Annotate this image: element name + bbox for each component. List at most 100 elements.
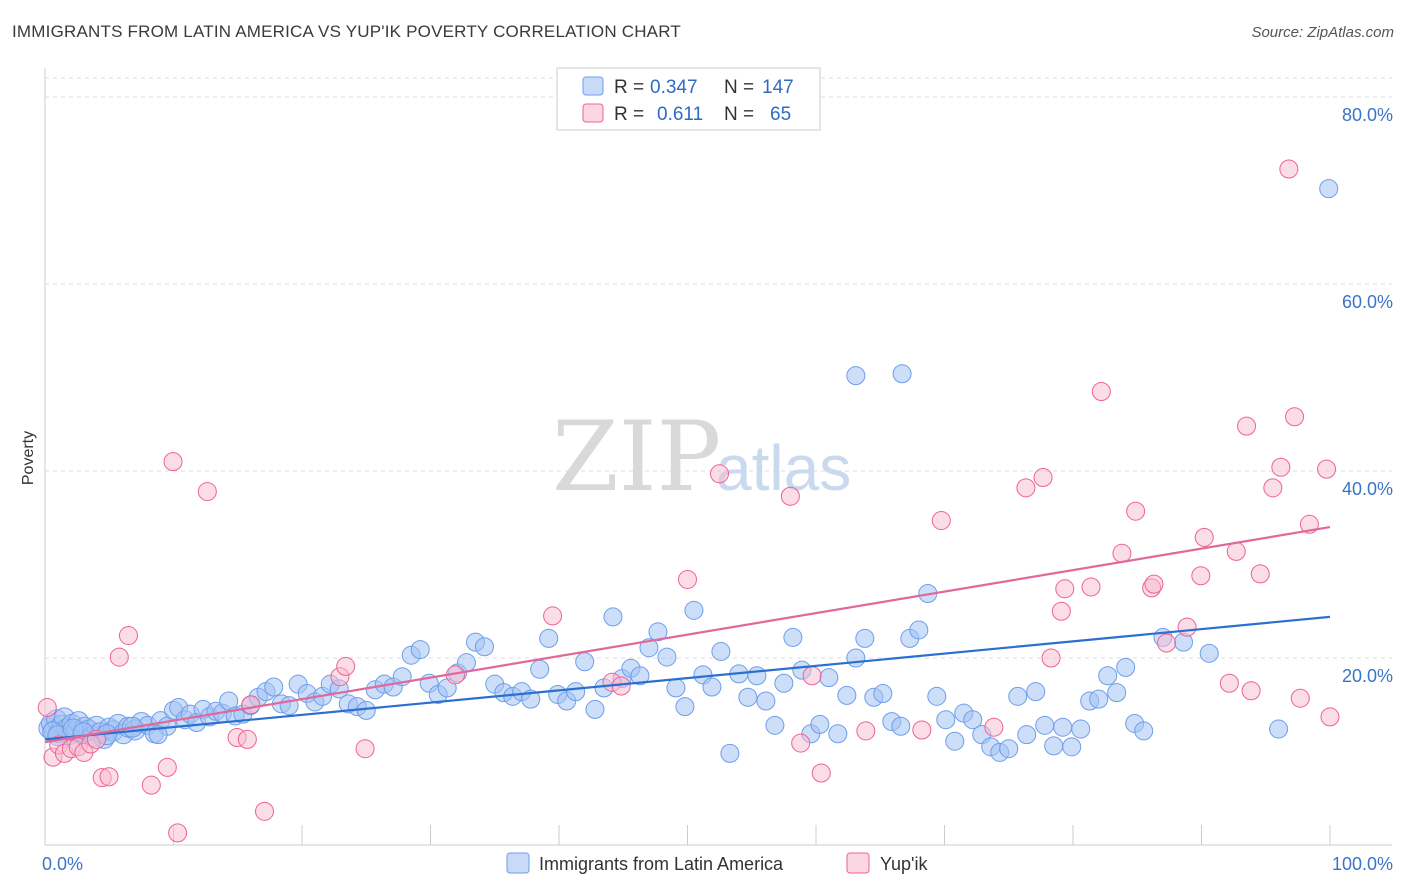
- point-immigrants-149: [1319, 179, 1339, 199]
- point-immigrants-102: [774, 673, 794, 693]
- point-yupik-59: [1263, 478, 1283, 498]
- y-tick-label-0: 20.0%: [1342, 666, 1393, 686]
- point-immigrants-100: [756, 691, 776, 711]
- trend-line-yupik: [44, 526, 1331, 744]
- point-immigrants-135: [1071, 719, 1091, 739]
- point-immigrants-94: [702, 677, 722, 697]
- grid-lines: [45, 77, 1392, 659]
- legend-r-label-yupik: R =: [614, 104, 644, 125]
- point-immigrants-92: [684, 600, 704, 620]
- point-immigrants-74: [521, 689, 541, 709]
- point-immigrants-111: [855, 628, 875, 648]
- point-immigrants-120: [936, 710, 956, 730]
- point-yupik-66: [1320, 707, 1340, 727]
- point-yupik-32: [791, 733, 811, 753]
- legend-r-value-yupik: 0.611: [657, 104, 703, 125]
- point-yupik-16: [168, 823, 188, 843]
- legend-r-label-immigrants: R =: [614, 77, 644, 98]
- y-axis-label: Poverty: [20, 431, 37, 485]
- point-immigrants-127: [999, 739, 1019, 759]
- point-immigrants-62: [410, 640, 430, 660]
- point-immigrants-140: [1116, 657, 1136, 677]
- point-yupik-34: [811, 763, 831, 783]
- bottom-legend-swatch-yupik: [846, 852, 870, 874]
- point-yupik-37: [931, 511, 951, 531]
- point-yupik-17: [197, 482, 217, 502]
- point-immigrants-132: [1044, 736, 1064, 756]
- point-immigrants-99: [747, 666, 767, 686]
- point-immigrants-142: [1134, 721, 1154, 741]
- point-yupik-54: [1219, 673, 1239, 693]
- point-yupik-56: [1237, 416, 1257, 436]
- point-immigrants-90: [666, 678, 686, 698]
- point-yupik-15: [163, 452, 183, 472]
- point-immigrants-69: [474, 637, 494, 657]
- point-immigrants-75: [530, 659, 550, 679]
- point-yupik-63: [1290, 688, 1310, 708]
- legend-n-value-immigrants: 147: [762, 77, 794, 98]
- bottom-legend: Immigrants from Latin America Yup'ik: [506, 852, 928, 874]
- point-immigrants-137: [1089, 689, 1109, 709]
- point-yupik-13: [141, 775, 161, 795]
- legend-n-label-immigrants: N =: [724, 77, 754, 98]
- point-yupik-40: [1033, 468, 1053, 488]
- point-immigrants-113: [873, 684, 893, 704]
- point-immigrants-96: [720, 743, 740, 763]
- point-yupik-23: [336, 656, 356, 676]
- point-yupik-38: [984, 717, 1004, 737]
- point-yupik-12: [118, 626, 138, 646]
- point-yupik-62: [1285, 407, 1305, 427]
- point-immigrants-129: [1017, 725, 1037, 745]
- point-immigrants-139: [1107, 683, 1127, 703]
- point-immigrants-79: [566, 682, 586, 702]
- point-immigrants-131: [1035, 715, 1055, 735]
- legend-n-value-yupik: 65: [770, 104, 791, 125]
- point-immigrants-91: [675, 697, 695, 717]
- series-yupik-points: [37, 159, 1340, 843]
- point-yupik-44: [1081, 577, 1101, 597]
- point-immigrants-110: [846, 648, 866, 668]
- trend-lines: [44, 526, 1331, 744]
- point-immigrants-89: [657, 647, 677, 667]
- x-tick-label-0: 0.0%: [42, 854, 83, 874]
- point-yupik-33: [802, 666, 822, 686]
- point-yupik-45: [1091, 382, 1111, 402]
- point-yupik-26: [543, 606, 563, 626]
- point-yupik-0: [37, 698, 57, 718]
- point-immigrants-106: [810, 714, 830, 734]
- point-yupik-55: [1226, 541, 1246, 561]
- point-yupik-19: [237, 729, 257, 749]
- point-yupik-10: [99, 767, 119, 787]
- legend-swatch-immigrants: [582, 76, 604, 96]
- tick-labels: 20.0% 40.0% 60.0% 80.0% 0.0% 100.0%: [42, 105, 1393, 874]
- point-yupik-36: [912, 720, 932, 740]
- series-immigrants-points: [38, 179, 1339, 763]
- point-immigrants-134: [1062, 737, 1082, 757]
- point-yupik-58: [1250, 564, 1270, 584]
- watermark: ZIP atlas: [552, 401, 851, 513]
- point-yupik-11: [109, 647, 129, 667]
- bottom-legend-swatch-immigrants: [506, 852, 530, 874]
- y-tick-label-3: 80.0%: [1342, 105, 1393, 125]
- point-yupik-51: [1177, 617, 1197, 637]
- point-immigrants-130: [1026, 682, 1046, 702]
- point-immigrants-101: [765, 715, 785, 735]
- point-yupik-21: [255, 801, 275, 821]
- point-immigrants-45: [264, 677, 284, 697]
- point-immigrants-123: [963, 710, 983, 730]
- point-yupik-14: [157, 757, 177, 777]
- point-immigrants-98: [738, 687, 758, 707]
- legend-n-label-yupik: N =: [724, 104, 754, 125]
- point-yupik-52: [1191, 566, 1211, 586]
- point-yupik-30: [710, 464, 730, 484]
- bottom-legend-label-yupik: Yup'ik: [880, 854, 928, 874]
- point-immigrants-156: [148, 725, 168, 745]
- point-immigrants-145: [1199, 643, 1219, 663]
- point-yupik-61: [1279, 159, 1299, 179]
- point-immigrants-95: [711, 641, 731, 661]
- legend-swatch-yupik: [582, 103, 604, 123]
- legend-r-value-immigrants: 0.347: [650, 77, 698, 98]
- point-immigrants-108: [828, 724, 848, 744]
- point-yupik-49: [1144, 574, 1164, 594]
